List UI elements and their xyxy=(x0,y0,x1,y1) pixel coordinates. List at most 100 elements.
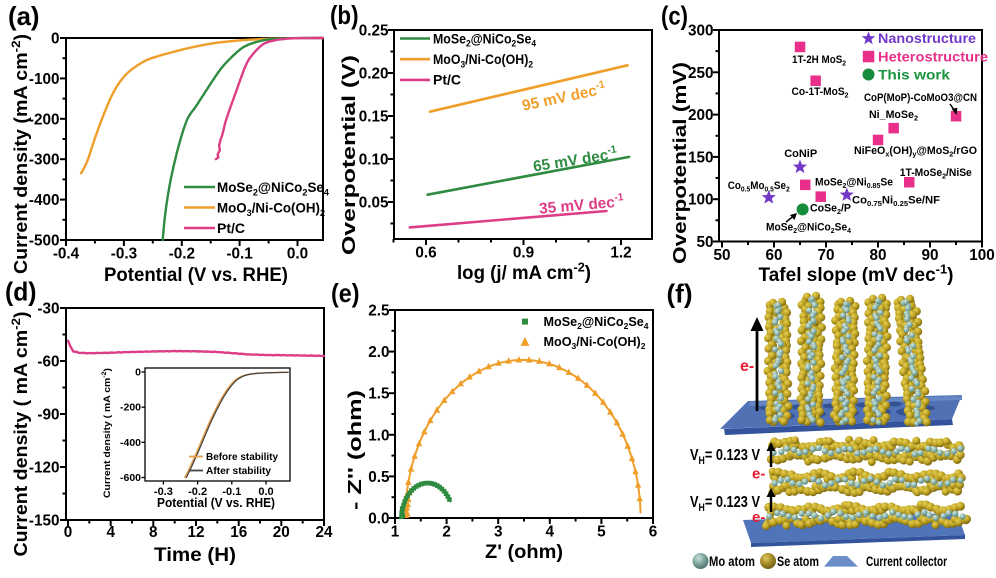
svg-text:Time (H): Time (H) xyxy=(154,545,236,566)
svg-text:Current collector: Current collector xyxy=(866,554,948,569)
svg-text:-400: -400 xyxy=(120,437,141,449)
svg-text:90: 90 xyxy=(921,247,938,264)
svg-text:250: 250 xyxy=(688,65,714,82)
svg-text:(e): (e) xyxy=(331,278,360,308)
svg-text:0.15: 0.15 xyxy=(359,109,389,126)
svg-text:Current density ( mA cm-2): Current density ( mA cm-2) xyxy=(101,368,113,498)
svg-text:-600: -600 xyxy=(120,472,141,484)
svg-text:0.0: 0.0 xyxy=(258,486,273,498)
svg-text:MoSe2@NiCo2Se4: MoSe2@NiCo2Se4 xyxy=(544,315,649,331)
svg-text:-200: -200 xyxy=(29,111,60,128)
svg-text:Current density (mA cm-2): Current density (mA cm-2) xyxy=(9,34,31,274)
svg-text:Tafel slope (mV dec-1): Tafel slope (mV dec-1) xyxy=(759,261,954,286)
svg-text:CoSe2/P: CoSe2/P xyxy=(810,203,851,217)
svg-text:-0.4: -0.4 xyxy=(53,246,80,263)
svg-text:MoSe2@NiCo2Se4: MoSe2@NiCo2Se4 xyxy=(433,30,537,49)
svg-text:60: 60 xyxy=(765,247,782,264)
svg-text:2: 2 xyxy=(442,524,451,541)
svg-text:20: 20 xyxy=(273,524,290,541)
svg-text:0: 0 xyxy=(64,524,73,541)
svg-text:MoO3/Ni-Co(OH)2: MoO3/Ni-Co(OH)2 xyxy=(217,200,325,219)
svg-text:-150: -150 xyxy=(29,513,60,530)
svg-text:100: 100 xyxy=(688,192,714,209)
svg-text:-0.2: -0.2 xyxy=(188,486,207,498)
svg-text:Heterostructure: Heterostructure xyxy=(878,49,988,65)
svg-text:- Z'' (ohm): - Z'' (ohm) xyxy=(345,390,365,510)
svg-text:Before stability: Before stability xyxy=(206,452,279,463)
svg-text:Overpotential (mV): Overpotential (mV) xyxy=(670,62,690,264)
svg-text:2.5: 2.5 xyxy=(368,303,390,320)
svg-text:100: 100 xyxy=(969,247,995,264)
svg-text:Co-1T-MoS2: Co-1T-MoS2 xyxy=(792,86,849,100)
svg-text:Z' (ohm): Z' (ohm) xyxy=(485,542,563,563)
svg-text:NiFeOx(OH)y@MoS2/rGO: NiFeOx(OH)y@MoS2/rGO xyxy=(854,145,977,159)
svg-text:(b): (b) xyxy=(330,0,359,30)
svg-text:CoP(MoP)-CoMoO3@CN: CoP(MoP)-CoMoO3@CN xyxy=(864,92,977,104)
svg-text:MoSe2@NiCo2Se4: MoSe2@NiCo2Se4 xyxy=(217,179,330,198)
svg-text:-200: -200 xyxy=(120,402,141,414)
svg-text:0: 0 xyxy=(135,367,141,379)
svg-text:Co0.5Mo0.5Se2: Co0.5Mo0.5Se2 xyxy=(728,180,790,194)
svg-text:-0.2: -0.2 xyxy=(169,246,195,263)
svg-text:e-: e- xyxy=(752,466,765,483)
svg-text:VH= 0.123 V: VH= 0.123 V xyxy=(690,447,760,467)
svg-text:2.0: 2.0 xyxy=(368,344,389,361)
svg-text:e-: e- xyxy=(740,358,754,375)
svg-text:e-: e- xyxy=(752,509,765,526)
svg-text:(c): (c) xyxy=(661,1,688,31)
svg-text:16: 16 xyxy=(230,524,247,541)
svg-text:1: 1 xyxy=(391,524,400,541)
svg-text:MoSe2@Ni0.85Se: MoSe2@Ni0.85Se xyxy=(815,177,893,191)
svg-text:-0.1: -0.1 xyxy=(226,246,253,263)
svg-text:0.20: 0.20 xyxy=(359,66,389,83)
svg-text:VH= 0.123 V: VH= 0.123 V xyxy=(690,494,760,514)
svg-text:0.25: 0.25 xyxy=(359,23,389,40)
svg-text:-90: -90 xyxy=(37,407,59,424)
svg-text:-400: -400 xyxy=(29,192,60,209)
svg-text:Ni_MoSe2: Ni_MoSe2 xyxy=(869,109,918,123)
svg-text:4: 4 xyxy=(106,524,115,541)
svg-text:(a): (a) xyxy=(8,1,40,31)
svg-text:Pt/C: Pt/C xyxy=(433,72,461,88)
svg-text:4: 4 xyxy=(546,524,555,541)
svg-text:0.9: 0.9 xyxy=(513,245,534,262)
svg-text:1T-2H MoS2: 1T-2H MoS2 xyxy=(792,54,846,68)
svg-text:6: 6 xyxy=(649,524,658,541)
svg-text:-120: -120 xyxy=(29,460,60,477)
svg-text:log (j/ mA cm-2): log (j/ mA cm-2) xyxy=(457,259,591,284)
svg-text:0: 0 xyxy=(51,31,60,48)
svg-text:CoNiP: CoNiP xyxy=(784,148,817,160)
svg-text:1T-MoSe2/NiSe: 1T-MoSe2/NiSe xyxy=(900,167,972,181)
svg-text:-0.3: -0.3 xyxy=(111,246,137,263)
svg-text:MoSe2@NiCo2Se4: MoSe2@NiCo2Se4 xyxy=(766,222,852,236)
svg-text:-60: -60 xyxy=(37,354,59,371)
svg-text:After stability: After stability xyxy=(206,466,272,477)
svg-text:Se atom: Se atom xyxy=(777,554,819,569)
svg-text:-0.3: -0.3 xyxy=(154,486,173,498)
svg-text:Mo atom: Mo atom xyxy=(709,554,755,569)
svg-text:-500: -500 xyxy=(29,233,60,250)
svg-text:-300: -300 xyxy=(29,152,60,169)
svg-text:Potential (V vs. RHE): Potential (V vs. RHE) xyxy=(157,495,275,510)
svg-text:5: 5 xyxy=(597,524,606,541)
svg-text:300: 300 xyxy=(688,23,714,40)
svg-text:MoO3/Ni-Co(OH)2: MoO3/Ni-Co(OH)2 xyxy=(544,335,646,351)
svg-text:0.5: 0.5 xyxy=(368,469,390,486)
svg-text:50: 50 xyxy=(696,234,713,251)
svg-text:MoO3/Ni-Co(OH)2: MoO3/Ni-Co(OH)2 xyxy=(433,51,533,70)
svg-text:-0.1: -0.1 xyxy=(222,486,241,498)
svg-text:-30: -30 xyxy=(37,301,59,318)
svg-text:-100: -100 xyxy=(29,71,60,88)
svg-text:0.6: 0.6 xyxy=(415,245,436,262)
svg-text:200: 200 xyxy=(688,107,714,124)
svg-text:Overpotential (V): Overpotential (V) xyxy=(339,55,359,255)
svg-text:Nanostructure: Nanostructure xyxy=(878,30,976,46)
svg-text:0.05: 0.05 xyxy=(359,195,389,212)
svg-text:70: 70 xyxy=(817,247,834,264)
svg-text:0.0: 0.0 xyxy=(368,511,389,528)
svg-text:3: 3 xyxy=(494,524,503,541)
svg-text:Potential (V vs. RHE): Potential (V vs. RHE) xyxy=(104,265,288,286)
svg-text:12: 12 xyxy=(187,524,204,541)
svg-text:(d): (d) xyxy=(5,277,37,307)
svg-text:1.0: 1.0 xyxy=(368,427,389,444)
